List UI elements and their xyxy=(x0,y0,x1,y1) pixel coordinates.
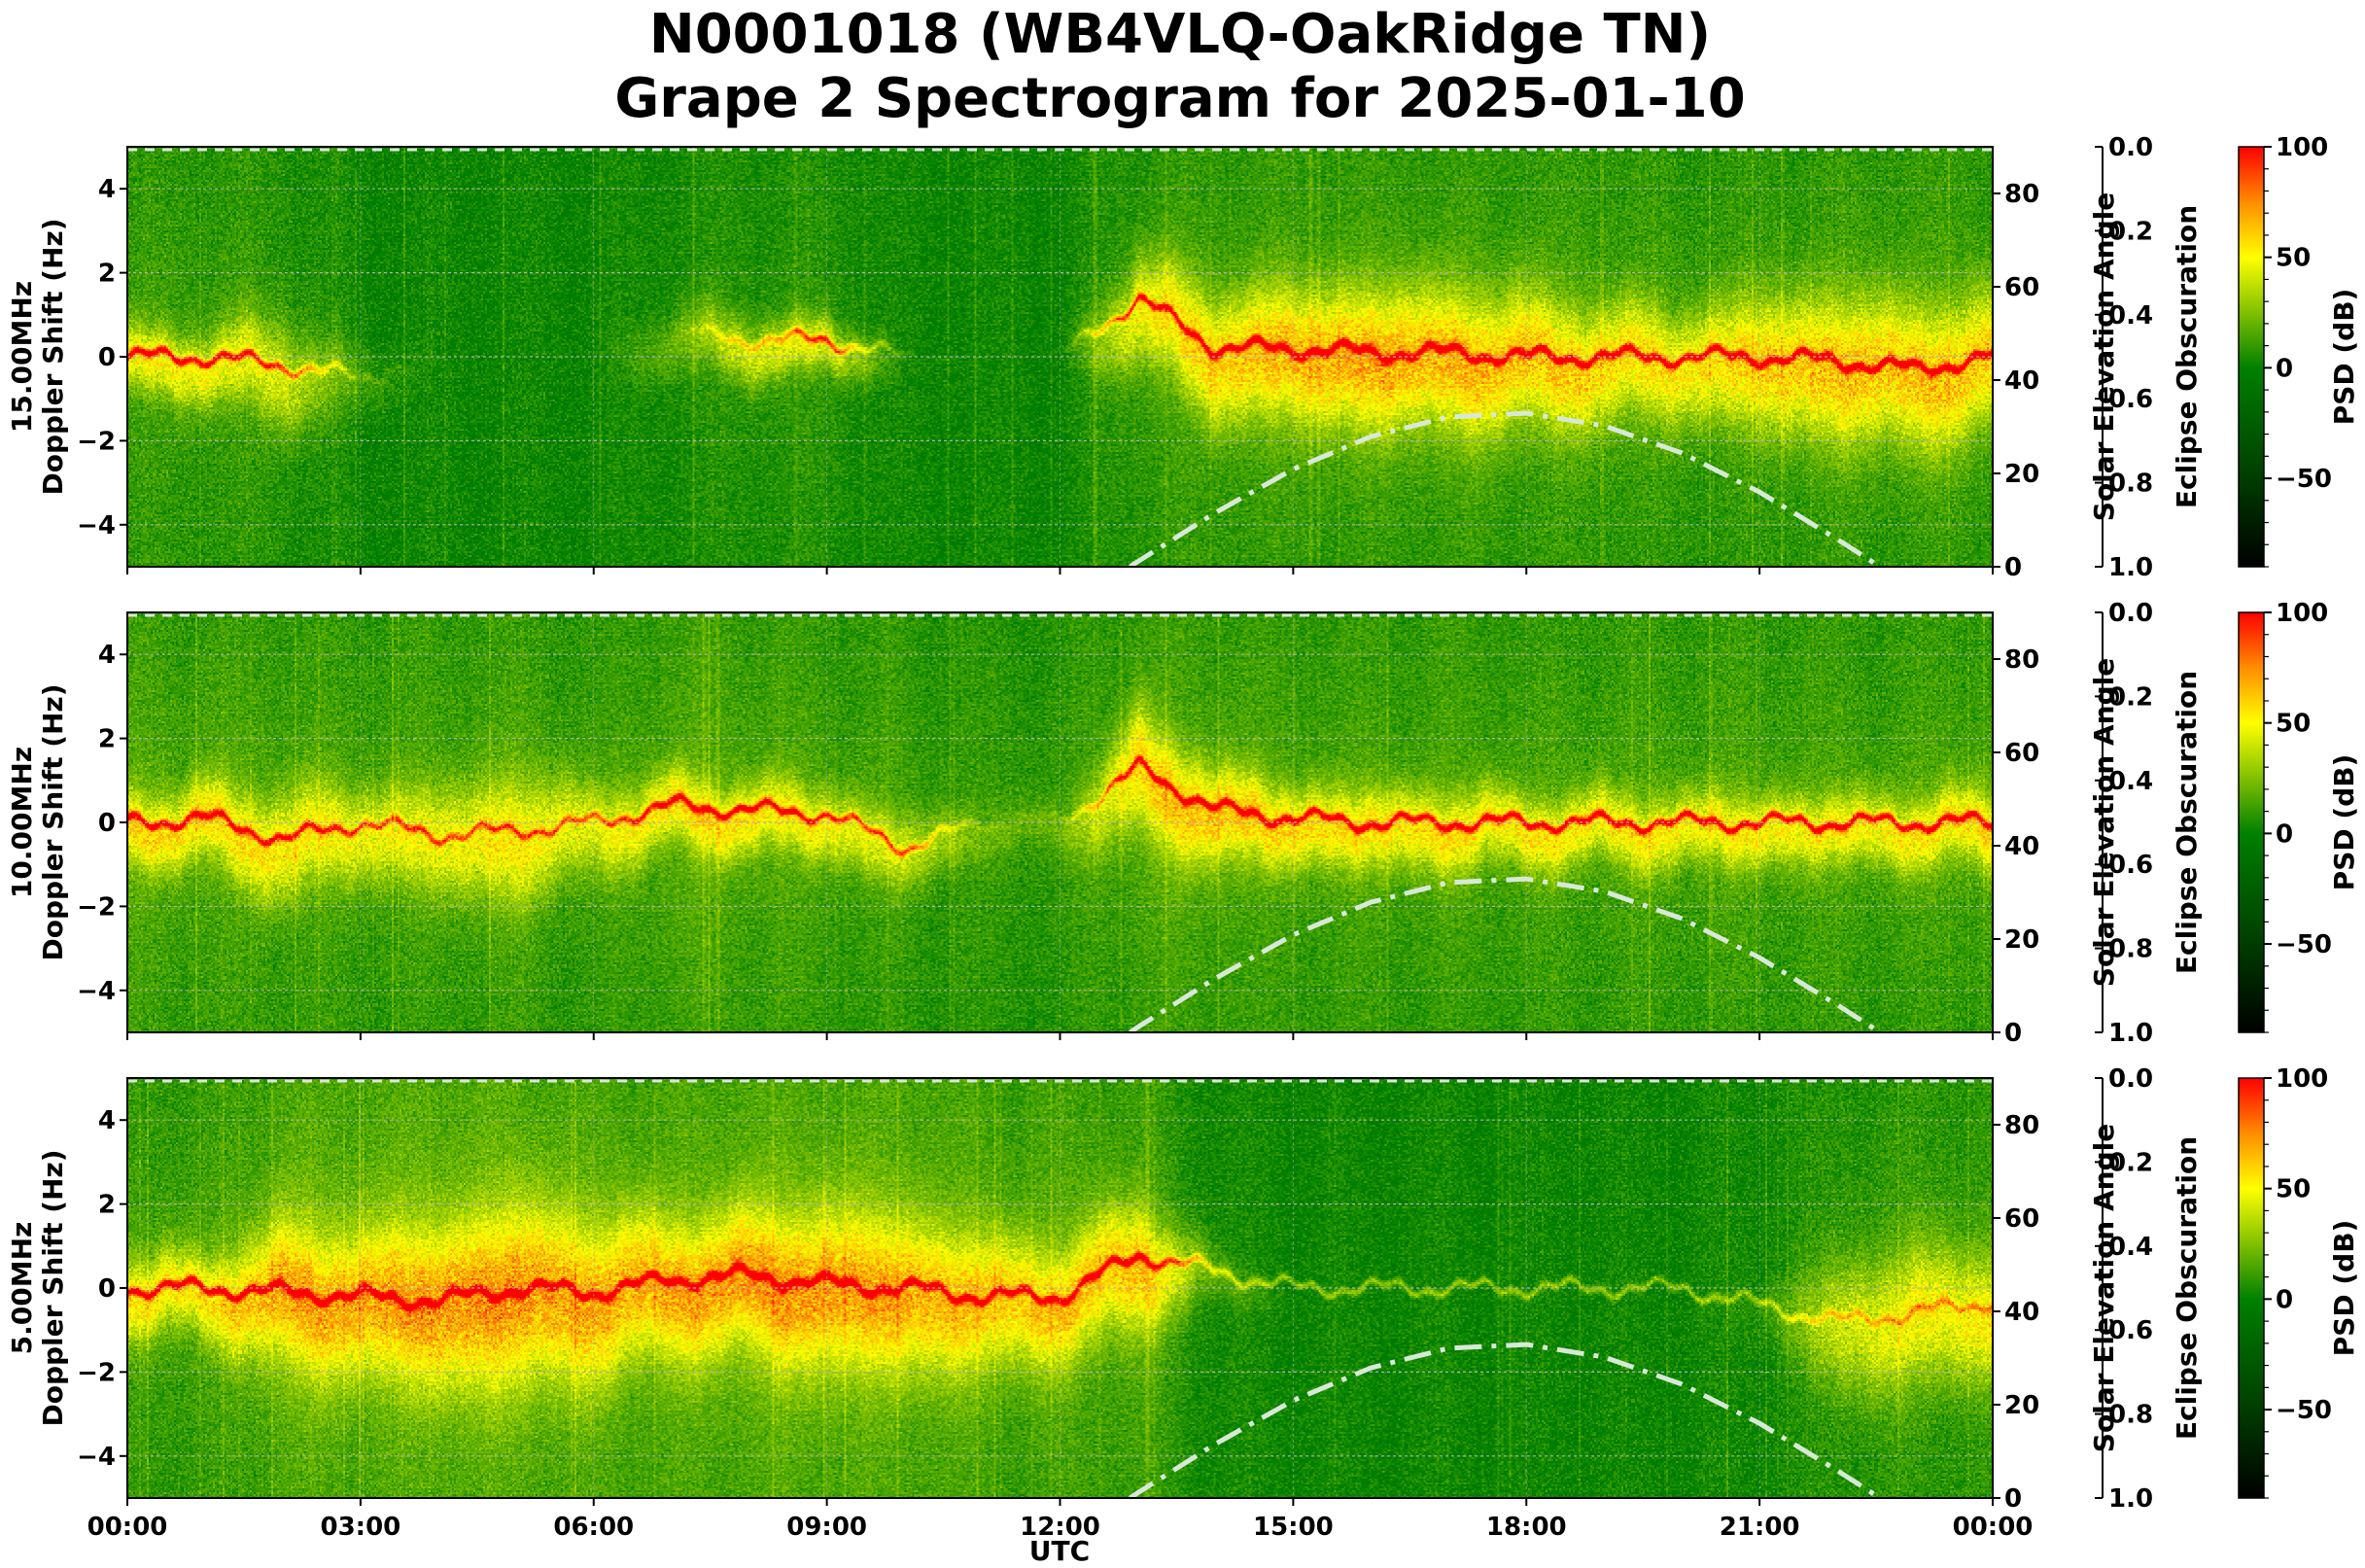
solar-elevation-line xyxy=(1129,410,1882,570)
colorbar-tick-label: 0 xyxy=(2276,354,2293,383)
colorbar-tick-label: 100 xyxy=(2276,133,2328,162)
eclipse-tick-label: 0.2 xyxy=(2108,682,2153,712)
colorbar xyxy=(2238,611,2265,1033)
eclipse-tick-label: 0.4 xyxy=(2108,1233,2153,1262)
y-tick-label: 4 xyxy=(98,175,116,204)
eclipse-axis-label: Eclipse Obscuration xyxy=(2171,671,2203,974)
colorbar-tick-label: −50 xyxy=(2276,1396,2332,1425)
right-y-tick-label: 40 xyxy=(2004,832,2039,861)
chart-title-line1: N0001018 (WB4VLQ-OakRidge TN) xyxy=(649,3,1711,66)
right-y-tick-label: 0 xyxy=(2004,553,2022,582)
right-y-tick-label: 40 xyxy=(2004,366,2039,396)
y-tick-label: 4 xyxy=(98,1106,116,1135)
eclipse-axis-label: Eclipse Obscuration xyxy=(2171,1136,2203,1440)
x-tick-label: 00:00 xyxy=(87,1513,168,1542)
x-axis-label: UTC xyxy=(1029,1535,1090,1567)
colorbar-label: PSD (dB) xyxy=(2328,1220,2360,1357)
eclipse-tick-label: 0.8 xyxy=(2108,1401,2153,1430)
panel-15.00mhz: −4 −2 0 2 4 15.00MHz Doppler Shift (Hz) 0 20 40 60… xyxy=(6,133,2360,582)
colorbar-tick-label: 50 xyxy=(2276,1175,2311,1204)
eclipse-tick-label: 0.8 xyxy=(2108,935,2153,964)
colorbar-tick-label: −50 xyxy=(2276,930,2332,959)
eclipse-tick-label: 0.4 xyxy=(2108,767,2153,796)
colorbar xyxy=(2238,1077,2265,1499)
colorbar xyxy=(2238,146,2265,568)
right-y-tick-label: 0 xyxy=(2004,1019,2022,1048)
right-y-tick-label: 60 xyxy=(2004,273,2039,302)
y-tick-label: 2 xyxy=(98,1191,116,1220)
eclipse-axis-label: Eclipse Obscuration xyxy=(2171,205,2203,508)
x-tick-label: 12:00 xyxy=(1020,1513,1100,1542)
right-y-tick-label: 0 xyxy=(2004,1484,2022,1514)
colorbar-tick-label: 100 xyxy=(2276,1064,2328,1094)
y-tick-label: 0 xyxy=(98,1274,116,1304)
eclipse-tick-label: 0.2 xyxy=(2108,217,2153,246)
right-y-tick-label: 20 xyxy=(2004,1391,2039,1420)
eclipse-tick-label: 0.6 xyxy=(2108,385,2153,414)
y-tick-label: −4 xyxy=(77,977,116,1006)
colorbar-label: PSD (dB) xyxy=(2328,289,2360,426)
eclipse-tick-label: 0.4 xyxy=(2108,301,2153,331)
y-axis-label: Doppler Shift (Hz) xyxy=(37,683,69,960)
right-y-tick-label: 20 xyxy=(2004,460,2039,489)
freq-label: 15.00MHz xyxy=(6,281,38,433)
right-y-axis-label: Solar Elevation Angle xyxy=(2088,658,2120,987)
x-tick-label: 15:00 xyxy=(1253,1513,1334,1542)
x-tick-label: 06:00 xyxy=(553,1513,634,1542)
y-tick-label: −2 xyxy=(77,892,116,922)
freq-label: 5.00MHz xyxy=(6,1222,38,1355)
right-y-tick-label: 60 xyxy=(2004,1204,2039,1234)
right-y-tick-label: 60 xyxy=(2004,739,2039,768)
y-tick-label: −2 xyxy=(77,427,116,456)
eclipse-tick-label: 0.0 xyxy=(2108,133,2153,162)
eclipse-tick-label: 0.8 xyxy=(2108,470,2153,499)
colorbar-tick-label: 0 xyxy=(2276,819,2293,849)
chart-title-line2: Grape 2 Spectrogram for 2025-01-10 xyxy=(614,67,1745,130)
colorbar-tick-label: 50 xyxy=(2276,710,2311,739)
eclipse-tick-label: 1.0 xyxy=(2108,1019,2153,1048)
eclipse-tick-label: 0.6 xyxy=(2108,1316,2153,1345)
colorbar-tick-label: 0 xyxy=(2276,1285,2293,1314)
colorbar-tick-label: 50 xyxy=(2276,244,2311,273)
y-axis-label: Doppler Shift (Hz) xyxy=(37,1149,69,1426)
right-y-tick-label: 80 xyxy=(2004,645,2039,675)
y-tick-label: 0 xyxy=(98,343,116,372)
eclipse-tick-label: 0.2 xyxy=(2108,1148,2153,1177)
eclipse-tick-label: 1.0 xyxy=(2108,553,2153,582)
right-y-tick-label: 20 xyxy=(2004,925,2039,955)
eclipse-tick-label: 1.0 xyxy=(2108,1484,2153,1514)
x-tick-label: 18:00 xyxy=(1486,1513,1567,1542)
y-tick-label: −2 xyxy=(77,1358,116,1387)
eclipse-tick-label: 0.6 xyxy=(2108,851,2153,880)
colorbar-label: PSD (dB) xyxy=(2328,754,2360,891)
panel-5.00mhz: −4 −2 0 2 4 5.00MHz Doppler Shift (Hz) 0 20 40 60 8… xyxy=(6,1064,2360,1542)
solar-elevation-line xyxy=(1129,1342,1882,1501)
freq-label: 10.00MHz xyxy=(6,747,38,898)
solar-elevation-line xyxy=(1129,876,1882,1035)
colorbar-tick-label: −50 xyxy=(2276,465,2332,494)
y-tick-label: 2 xyxy=(98,725,116,754)
y-tick-label: 2 xyxy=(98,260,116,289)
right-y-tick-label: 80 xyxy=(2004,180,2039,209)
panel-10.00mhz: −4 −2 0 2 4 10.00MHz Doppler Shift (Hz) 0 20 40 60… xyxy=(6,599,2360,1048)
x-tick-label: 09:00 xyxy=(786,1513,867,1542)
y-tick-label: −4 xyxy=(77,1443,116,1472)
right-y-tick-label: 40 xyxy=(2004,1298,2039,1327)
eclipse-tick-label: 0.0 xyxy=(2108,599,2153,628)
x-tick-label: 00:00 xyxy=(1953,1513,2034,1542)
y-tick-label: 4 xyxy=(98,641,116,670)
y-tick-label: 0 xyxy=(98,809,116,838)
right-y-axis-label: Solar Elevation Angle xyxy=(2088,192,2120,521)
y-tick-label: −4 xyxy=(77,511,116,540)
x-tick-label: 03:00 xyxy=(320,1513,400,1542)
eclipse-tick-label: 0.0 xyxy=(2108,1064,2153,1094)
y-axis-label: Doppler Shift (Hz) xyxy=(37,218,69,495)
right-y-tick-label: 80 xyxy=(2004,1111,2039,1140)
colorbar-tick-label: 100 xyxy=(2276,599,2328,628)
right-y-axis-label: Solar Elevation Angle xyxy=(2088,1124,2120,1452)
x-tick-label: 21:00 xyxy=(1720,1513,1800,1542)
